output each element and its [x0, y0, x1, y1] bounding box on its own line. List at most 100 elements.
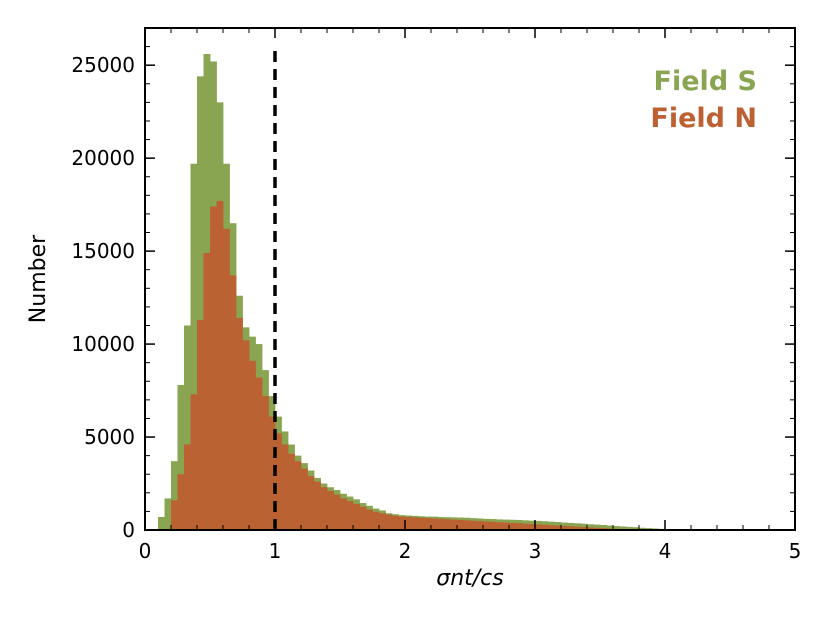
field-n-bar — [392, 515, 399, 530]
field-n-bar — [463, 520, 471, 530]
x-tick-label: 0 — [139, 539, 152, 563]
field-n-bar — [307, 476, 315, 530]
field-n-bar — [535, 524, 542, 530]
field-n-bar — [405, 516, 412, 530]
field-n-bar — [411, 517, 419, 530]
field-n-bar — [593, 527, 601, 530]
field-n-bar — [528, 524, 536, 530]
plot-frame — [144, 27, 796, 531]
field-n-bar — [476, 521, 484, 530]
field-n-bar — [262, 396, 269, 530]
field-s-bar — [197, 76, 204, 530]
x-axis-title: σnt/cs — [436, 566, 503, 591]
field-n-bar — [359, 506, 367, 530]
field-n-bar — [197, 319, 204, 530]
field-n-bar — [184, 444, 191, 530]
field-n-bar — [509, 522, 516, 530]
field-n-bar — [190, 394, 198, 530]
y-tick-label: 0 — [122, 518, 135, 542]
field-n-bar — [288, 453, 295, 530]
field-n-bar — [457, 519, 464, 530]
x-tick-label: 2 — [399, 539, 412, 563]
x-tick-label: 4 — [659, 539, 672, 563]
field-n-bar — [385, 514, 393, 530]
field-n-bar — [242, 340, 250, 530]
field-n-bar — [554, 525, 562, 530]
field-n-bar — [333, 494, 341, 530]
field-n-bar — [353, 503, 360, 530]
field-n-bar — [561, 525, 568, 530]
y-tick-label: 10000 — [71, 332, 135, 356]
axis-ticks — [144, 27, 796, 531]
field-n-bar — [229, 275, 237, 530]
field-n-bar — [275, 433, 282, 530]
y-tick-label: 25000 — [71, 53, 135, 77]
field-n-bar — [496, 522, 503, 530]
x-tick-label: 3 — [529, 539, 542, 563]
field-n-bar — [177, 474, 185, 530]
field-s-bar — [593, 524, 601, 530]
y-tick-label: 5000 — [84, 425, 135, 449]
field-s-bar — [606, 525, 614, 530]
field-n-bar — [522, 523, 529, 530]
field-s-bar — [177, 384, 185, 530]
series-field-n-bars — [171, 200, 620, 531]
field-s-bar — [164, 498, 172, 530]
field-n-bar — [548, 525, 555, 530]
x-axis-tick-labels: 0 1 2 3 4 5 — [139, 539, 802, 563]
field-n-bar — [340, 498, 347, 530]
field-n-bar — [281, 444, 289, 530]
field-s-bar — [184, 325, 191, 530]
field-n-bar — [437, 518, 445, 530]
field-n-bar — [574, 526, 581, 530]
y-axis-title: Number — [26, 234, 51, 323]
field-s-bar — [632, 527, 640, 530]
y-tick-label: 20000 — [71, 146, 135, 170]
field-n-bar — [294, 461, 302, 530]
field-n-bar — [502, 522, 510, 530]
field-n-bar — [346, 501, 354, 530]
field-s-bar — [639, 527, 646, 530]
field-n-bar — [418, 517, 425, 530]
field-s-bar — [580, 523, 588, 530]
legend-entry-field-n: Field N — [650, 103, 757, 134]
field-n-bar — [255, 377, 263, 530]
field-s-bar — [158, 516, 165, 530]
field-n-bar — [216, 200, 224, 530]
field-n-bar — [372, 511, 380, 530]
field-n-bar — [444, 519, 451, 530]
field-n-bar — [567, 526, 575, 530]
field-n-bar — [171, 500, 178, 530]
field-s-bar — [619, 526, 627, 530]
field-s-bar — [587, 524, 594, 530]
field-n-bar — [580, 527, 588, 530]
field-n-bar — [236, 318, 243, 530]
field-n-bar — [489, 521, 497, 530]
field-n-bar — [424, 518, 432, 530]
field-s-bar — [600, 524, 607, 530]
field-n-bar — [223, 228, 230, 531]
field-n-bar — [515, 523, 523, 530]
field-n-bar — [379, 513, 386, 530]
field-n-bar — [483, 521, 490, 530]
field-s-bar — [613, 526, 620, 530]
field-n-bar — [268, 416, 276, 530]
y-tick-label: 15000 — [71, 239, 135, 263]
field-s-bar — [626, 526, 633, 530]
field-n-bar — [450, 519, 458, 530]
field-s-bar — [190, 163, 198, 530]
field-n-bar — [314, 481, 321, 530]
field-n-bar — [470, 520, 477, 530]
field-n-bar — [327, 490, 334, 530]
field-n-bar — [541, 524, 549, 530]
field-n-bar — [431, 518, 438, 530]
field-n-bar — [203, 252, 211, 530]
legend-entry-field-s: Field S — [654, 66, 757, 97]
x-tick-label: 5 — [789, 539, 802, 563]
field-s-bar — [171, 461, 178, 530]
y-axis-tick-labels: 0 5000 10000 15000 20000 25000 — [71, 53, 135, 542]
field-n-bar — [301, 468, 308, 530]
field-n-bar — [210, 206, 217, 530]
field-n-bar — [366, 509, 373, 530]
